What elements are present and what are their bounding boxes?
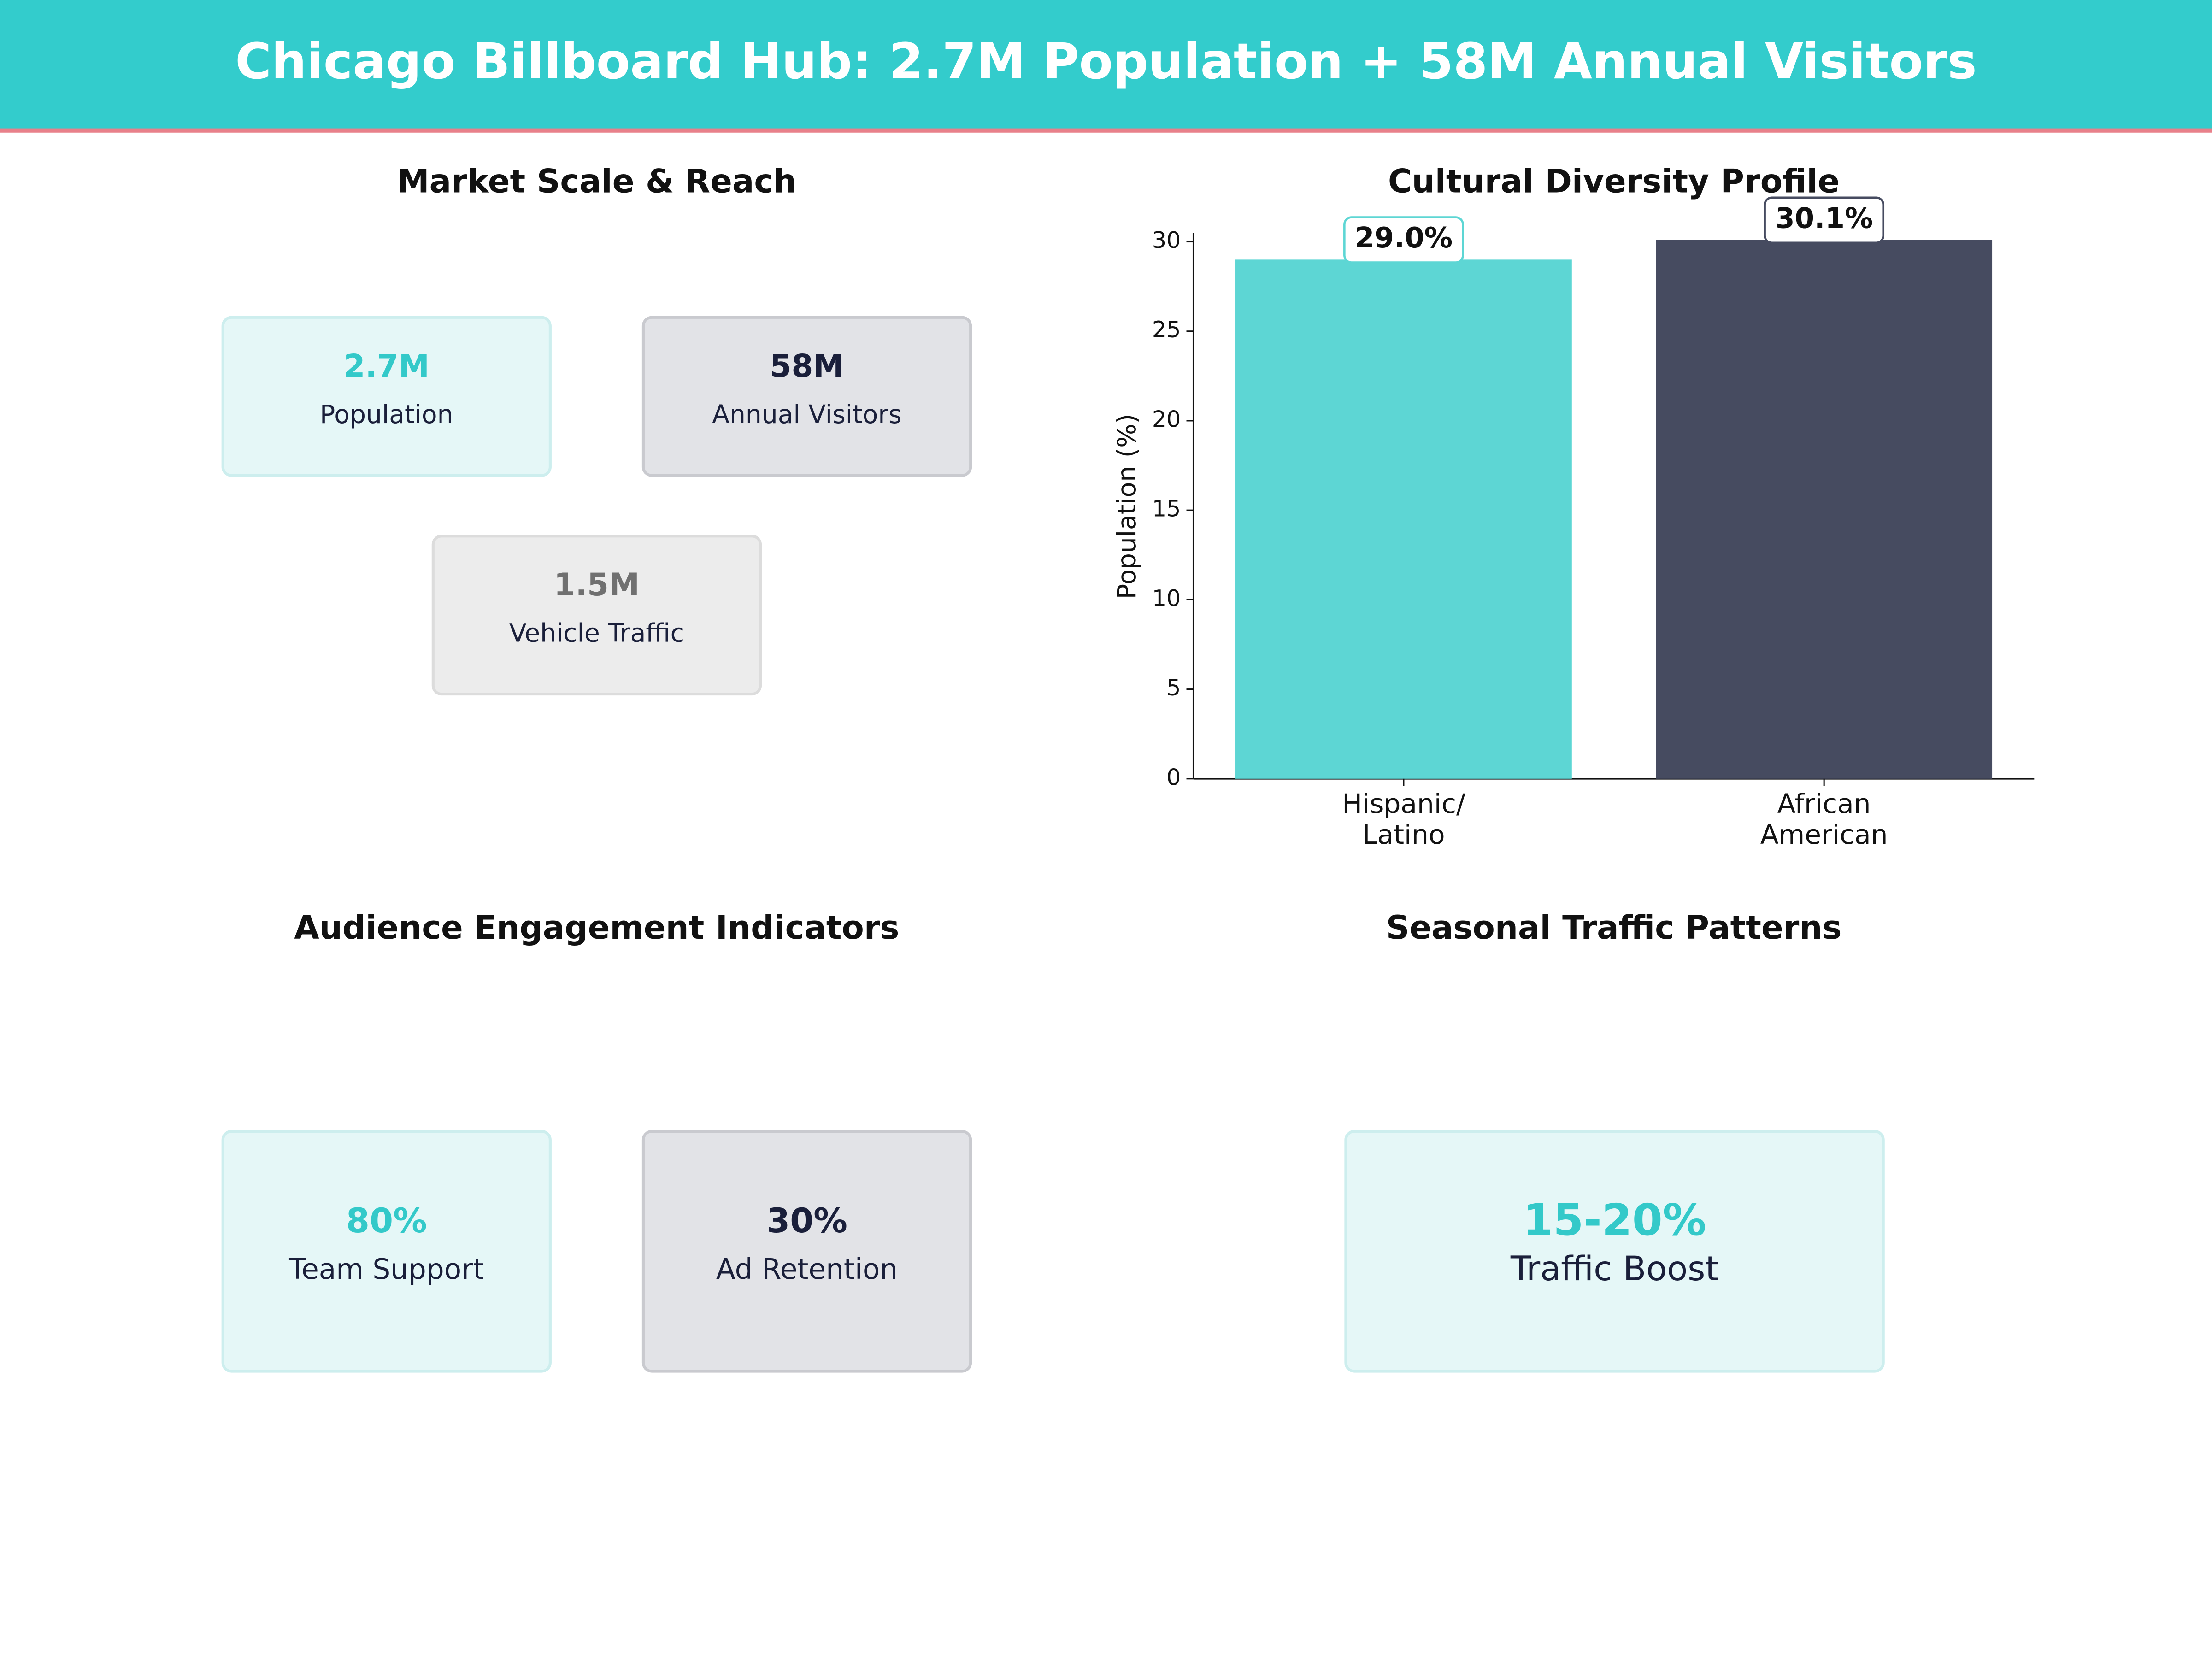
metric-value: 1.5M (554, 566, 640, 603)
metric-label: Traffic Boost (1510, 1249, 1718, 1288)
metric-value: 30% (766, 1201, 847, 1241)
metric-value: 80% (346, 1201, 427, 1241)
metric-card (431, 535, 762, 696)
metric-card (1344, 1130, 1885, 1373)
metric-label: Population (320, 400, 453, 429)
metric-label: Vehicle Traffic (509, 618, 684, 648)
panel-title: Audience Engagement Indicators (294, 909, 899, 947)
value-label: 29.0% (1355, 222, 1453, 254)
x-tick-label: African American (1760, 788, 1888, 850)
metric-card (641, 316, 972, 477)
header-rule (0, 128, 2212, 133)
metric-value: 58M (770, 348, 844, 384)
header-bar (0, 0, 2212, 130)
metric-label: Team Support (288, 1253, 484, 1286)
bar (1235, 259, 1572, 779)
chart-title: Cultural Diversity Profile (1388, 162, 1840, 200)
page-title: Chicago Billboard Hub: 2.7M Population +… (235, 33, 1977, 90)
bar (1656, 240, 1993, 779)
metric-value: 15-20% (1523, 1195, 1706, 1246)
metric-label: Annual Visitors (712, 400, 901, 429)
metric-card (641, 1130, 972, 1373)
y-tick-label: 20 (1152, 406, 1181, 432)
y-tick-label: 0 (1166, 764, 1181, 790)
y-tick-label: 15 (1152, 496, 1181, 522)
metric-label: Ad Retention (716, 1253, 898, 1286)
y-tick-label: 25 (1152, 317, 1181, 343)
value-label-box (1764, 196, 1885, 244)
metric-card (221, 1130, 552, 1373)
x-tick-label: Hispanic/Latino (1342, 788, 1465, 850)
metric-value: 2.7M (344, 348, 429, 384)
y-axis-label: Population (%) (1112, 414, 1141, 599)
panel-title: Seasonal Traffic Patterns (1386, 909, 1842, 947)
y-tick-label: 5 (1166, 675, 1181, 701)
panel-title: Market Scale & Reach (397, 162, 797, 200)
value-label-box (1343, 216, 1464, 264)
y-tick-label: 10 (1152, 585, 1181, 612)
metric-card (221, 316, 552, 477)
value-label: 30.1% (1775, 202, 1873, 235)
y-tick-label: 30 (1152, 227, 1181, 253)
